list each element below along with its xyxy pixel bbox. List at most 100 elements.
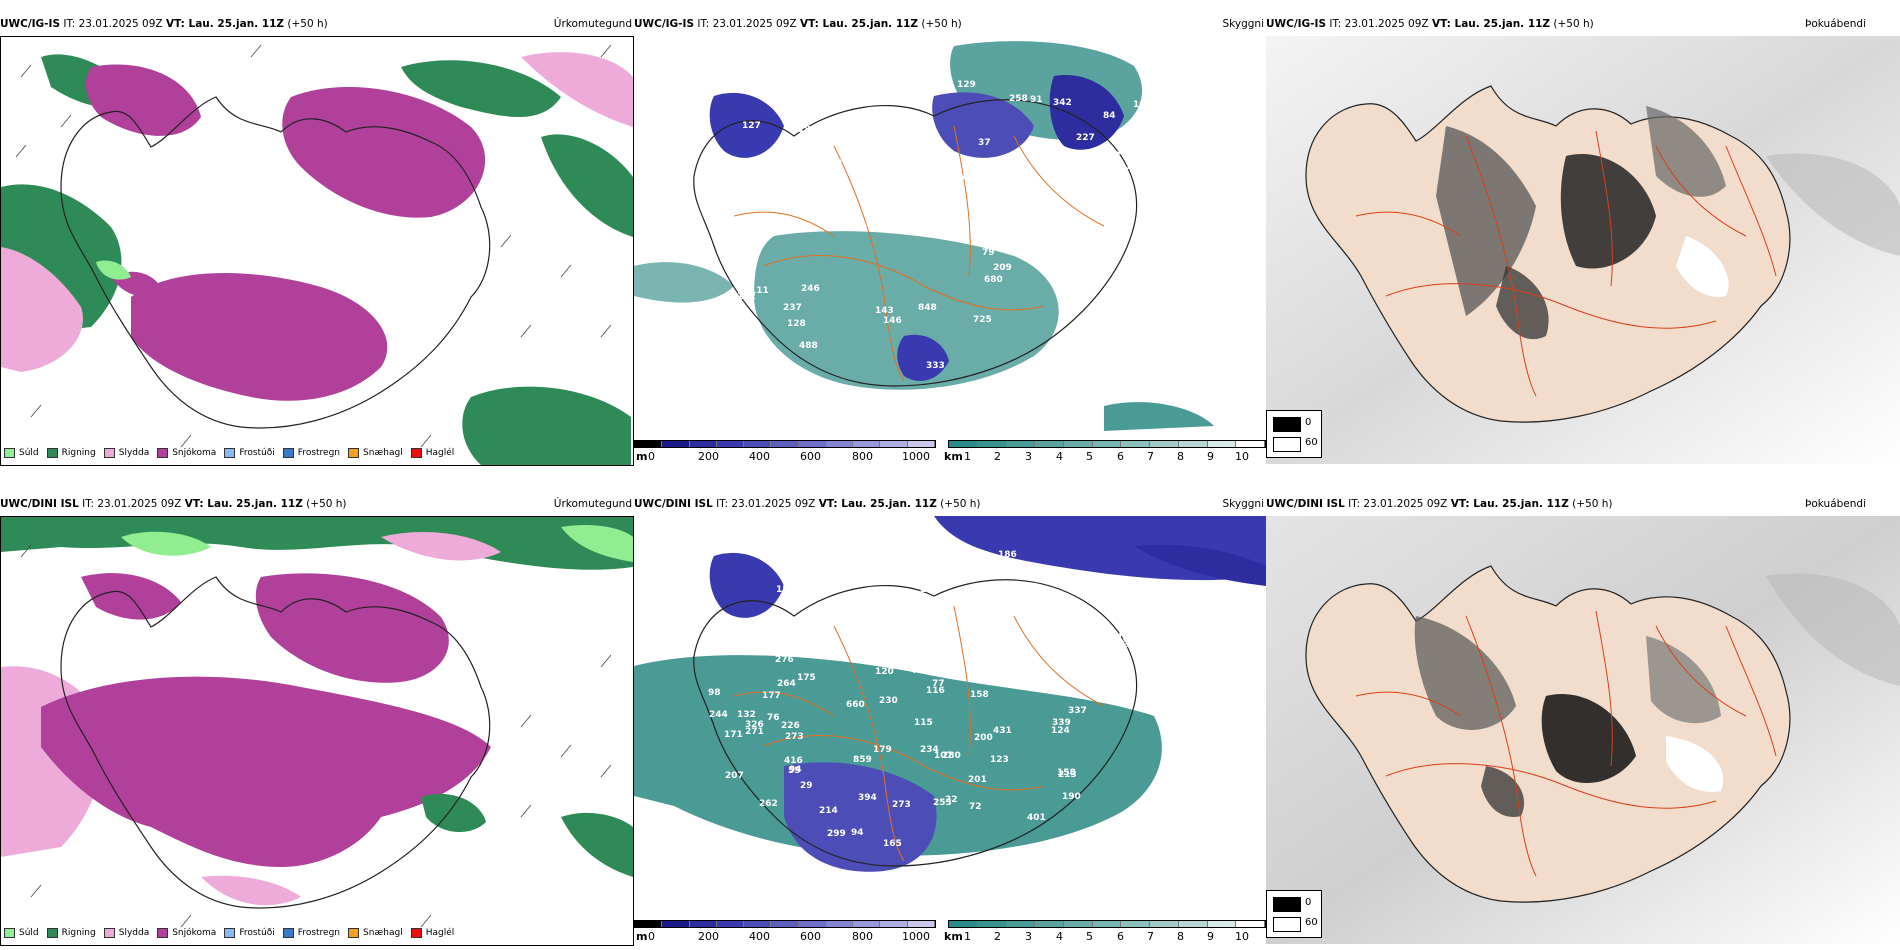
colorbar-segment	[880, 921, 908, 927]
colorbar-segment	[689, 921, 717, 927]
cloud-base-label: 148	[735, 187, 754, 197]
legend-item-rain: Rigning	[46, 928, 96, 938]
colorbar-segment	[771, 441, 799, 447]
cloud-base-label: 339	[1052, 718, 1071, 728]
colorbar-segment	[1035, 921, 1064, 927]
model-name: UWC/IG-IS	[1266, 18, 1327, 30]
colorbar-segment	[1121, 441, 1151, 447]
visibility-unit: km	[944, 930, 963, 943]
colorbar-segment	[853, 441, 881, 447]
cloud-base-label: 326	[745, 720, 764, 730]
cloudbase-tick: 400	[749, 930, 770, 943]
fog-map[interactable]	[1266, 516, 1900, 944]
cloudbase-tick: 800	[852, 930, 873, 943]
panel-title: Þokuábendi	[1805, 498, 1866, 510]
colorbar-segment	[1092, 921, 1122, 927]
cloud-base-label: 85	[880, 81, 893, 91]
cloudbase-tick: 1000	[902, 450, 930, 463]
fog-legend-label: 0	[1305, 897, 1312, 908]
colorbar-segment	[1121, 921, 1151, 927]
colorbar-segment	[977, 921, 1007, 927]
cloud-base-label: 158	[889, 125, 908, 135]
panel-header: UWC/DINI ISL IT: 23.01.2025 09Z VT: Lau.…	[1266, 494, 1900, 514]
colorbars: m 0 200 400 600 800 1000 km 1 2 3 4 5 6 …	[634, 918, 1266, 946]
cloud-base-label: 91	[1030, 95, 1043, 105]
cloud-base-label: 55	[788, 766, 801, 776]
cloud-base-label: 107	[934, 751, 953, 761]
panel-title: Úrkomutegund	[553, 498, 632, 510]
cloud-base-label: 97	[725, 833, 738, 843]
colorbar-segment	[1178, 441, 1208, 447]
cloud-base-label: 391	[989, 670, 1008, 680]
cloud-base-label: 137	[947, 175, 966, 185]
colorbar-segment	[798, 441, 826, 447]
colorbar-segment	[771, 921, 799, 927]
cloud-base-label: 660	[846, 700, 865, 710]
cloud-base-label: 165	[883, 839, 902, 849]
valid-time: VT: Lau. 25.jan. 11Z	[799, 18, 919, 30]
model-name: UWC/IG-IS	[634, 18, 695, 30]
visibility-tick: 8	[1177, 450, 1184, 463]
valid-time: VT: Lau. 25.jan. 11Z	[184, 498, 303, 510]
precip-type-panel-row2: UWC/DINI ISL IT: 23.01.2025 09Z VT: Lau.…	[0, 494, 634, 946]
fog-legend-swatch	[1273, 897, 1301, 912]
cloud-base-label: 175	[797, 673, 816, 683]
lead-time: (+50 h)	[1553, 18, 1594, 30]
cloud-base-label: 859	[853, 755, 872, 765]
fog-legend-label: 60	[1305, 917, 1318, 928]
cloud-base-label: 258	[1009, 94, 1028, 104]
colorbar-segment	[907, 441, 935, 447]
cloud-base-label: 273	[785, 732, 804, 742]
colorbar-segment	[798, 921, 826, 927]
visibility-tick: 4	[1056, 930, 1063, 943]
cloud-base-label: 177	[762, 691, 781, 701]
colorbar-segment	[744, 921, 772, 927]
cloud-base-label: 271	[1011, 246, 1030, 256]
panel-title: Skyggni	[1222, 18, 1265, 30]
precip-map[interactable]	[0, 36, 634, 466]
visibility-tick: 9	[1207, 450, 1214, 463]
legend-item-freezing-drizzle: Frostúði	[224, 928, 275, 938]
colorbar-segment	[1063, 921, 1093, 927]
cloud-base-label: 121	[1143, 178, 1162, 188]
cloud-base-label: 488	[799, 341, 818, 351]
colorbar-segment	[689, 441, 717, 447]
cloud-base-label: 294	[929, 622, 948, 632]
fog-map[interactable]	[1266, 36, 1900, 464]
fog-legend-label: 0	[1305, 417, 1312, 428]
cloud-base-label: 130	[940, 195, 959, 205]
precip-map[interactable]	[0, 516, 634, 946]
cloud-visibility-map[interactable]: 103 148 84 56 37 10 147 106 111 155 175 128 158 137 12…	[634, 36, 1266, 436]
cloud-base-label: 98	[708, 688, 721, 698]
visibility-tick: 9	[1207, 930, 1214, 943]
colorbars: m 0 200 400 600 800 1000 km 1 2 3 4 5 6 …	[634, 438, 1266, 466]
panel-title: Skyggni	[1222, 498, 1265, 510]
fog-legend-label: 60	[1305, 437, 1318, 448]
cloud-base-label: 111	[750, 286, 769, 296]
init-time: IT: 23.01.2025 09Z	[63, 18, 163, 30]
model-name: UWC/DINI ISL	[0, 498, 79, 510]
cloudbase-unit: m	[636, 450, 648, 463]
cloud-base-label: 280	[942, 751, 961, 761]
colorbar-segment	[1006, 441, 1036, 447]
cloud-base-label: 155	[837, 159, 856, 169]
valid-time: VT: Lau. 25.jan. 11Z	[1431, 18, 1551, 30]
cloud-base-label: 92	[1012, 645, 1025, 655]
cloud-base-label: 120	[1016, 250, 1035, 260]
colorbar-segment	[1207, 441, 1237, 447]
cloud-visibility-map[interactable]: 262 86 114 101 107 175 273 94 70 92 132 104 123 116 16…	[634, 516, 1266, 916]
cloud-base-label: 129	[957, 80, 976, 90]
valid-time: VT: Lau. 25.jan. 11Z	[818, 498, 937, 510]
cloud-base-label: 175	[717, 332, 736, 342]
cloud-base-label: 110	[710, 161, 729, 171]
cloud-base-label: 84	[1103, 111, 1116, 121]
visibility-tick: 1	[964, 930, 971, 943]
panel-header: UWC/DINI ISL IT: 23.01.2025 09Z VT: Lau.…	[634, 494, 1266, 514]
visibility-tick: 6	[1117, 450, 1124, 463]
legend-item-freezing-rain: Frostregn	[282, 448, 340, 458]
legend-item-rain: Rigning	[46, 448, 96, 458]
cloud-base-label: 149	[966, 599, 985, 609]
cloud-base-label: 104	[907, 553, 926, 563]
cloud-base-label: 158	[1057, 768, 1076, 778]
cloud-base-label: 186	[798, 125, 817, 135]
